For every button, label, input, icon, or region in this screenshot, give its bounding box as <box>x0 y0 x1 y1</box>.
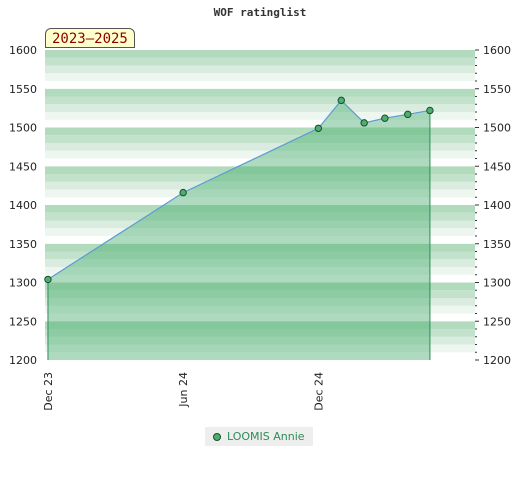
grid-band <box>45 259 475 267</box>
data-point <box>426 106 434 115</box>
grid-band <box>45 88 475 97</box>
period-badge: 2023–2025 <box>45 28 135 48</box>
grid-band <box>45 174 475 182</box>
grid-band <box>45 197 475 205</box>
y-tick-label-left: 1550 <box>9 83 37 96</box>
grid-band <box>45 228 475 236</box>
grid-band <box>45 135 475 143</box>
series-area <box>47 100 430 360</box>
y-tick-label-left: 1500 <box>9 122 37 135</box>
data-point <box>314 124 323 132</box>
data-point <box>381 114 389 122</box>
grid-band <box>45 329 475 337</box>
grid-band <box>45 205 475 213</box>
grid-band <box>45 158 475 167</box>
grid-band <box>45 313 475 322</box>
y-tick-label-left: 1300 <box>9 277 37 290</box>
x-tick-label: Dec 24 <box>312 372 325 411</box>
grid-band <box>45 282 475 291</box>
y-tick-label-left: 1200 <box>9 354 37 367</box>
legend-label: LOOMIS Annie <box>227 430 305 443</box>
grid-band <box>45 181 475 190</box>
grid-band <box>45 65 475 74</box>
y-tick-label-right: 1350 <box>483 238 511 251</box>
grid-band <box>45 274 475 283</box>
grid-band <box>45 305 475 314</box>
y-tick-label-left: 1250 <box>9 315 37 328</box>
legend[interactable]: LOOMIS Annie <box>205 427 313 446</box>
chart-title: WOF ratinglist <box>213 6 307 19</box>
grid-band <box>45 290 475 298</box>
y-tick-label-right: 1300 <box>483 277 511 290</box>
data-point <box>404 110 412 119</box>
y-tick-label-right: 1200 <box>483 354 511 367</box>
grid-band <box>45 119 475 128</box>
grid-band <box>45 212 475 221</box>
grid-band <box>45 298 475 306</box>
grid-band <box>45 344 475 353</box>
grid-band <box>45 127 475 136</box>
grid-band <box>45 243 475 252</box>
grid-band <box>45 189 475 198</box>
grid-band <box>45 104 475 112</box>
y-tick-label-right: 1500 <box>483 122 511 135</box>
grid-band <box>45 57 475 66</box>
y-tick-label-right: 1550 <box>483 83 511 96</box>
y-tick-label-right: 1600 <box>483 44 511 57</box>
y-tick-label-right: 1250 <box>483 315 511 328</box>
grid-band <box>45 220 475 229</box>
grid-band <box>45 166 475 174</box>
y-tick-label-right: 1450 <box>483 160 511 173</box>
grid-band <box>45 236 475 244</box>
y-tick-label-right: 1400 <box>483 199 511 212</box>
grid-band <box>45 321 475 329</box>
y-tick-label-left: 1600 <box>9 44 37 57</box>
data-point <box>337 96 345 105</box>
x-tick-label: Jun 24 <box>177 372 190 408</box>
grid-band <box>45 73 475 81</box>
grid-band <box>45 96 475 105</box>
grid-band <box>45 352 475 360</box>
grid-band <box>45 267 475 275</box>
grid-band <box>45 150 475 159</box>
legend-marker <box>213 432 221 441</box>
grid-band <box>45 112 475 120</box>
data-point <box>360 119 368 127</box>
data-point <box>44 275 52 284</box>
data-point <box>179 188 187 197</box>
grid-band <box>45 50 475 58</box>
grid-band <box>45 143 475 151</box>
grid-band <box>45 251 475 260</box>
y-tick-label-left: 1400 <box>9 199 37 212</box>
y-tick-label-left: 1350 <box>9 238 37 251</box>
grid-band <box>45 81 475 89</box>
series-line <box>47 99 431 280</box>
x-tick-label: Dec 23 <box>42 372 55 411</box>
y-tick-label-left: 1450 <box>9 160 37 173</box>
grid-band <box>45 336 475 345</box>
